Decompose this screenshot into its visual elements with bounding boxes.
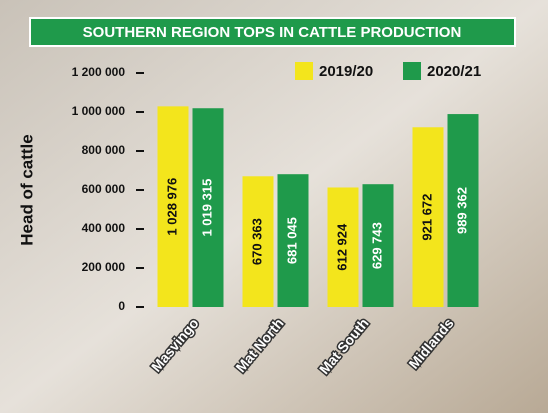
legend-swatch bbox=[295, 62, 313, 80]
value-label: 921 672 bbox=[419, 194, 434, 241]
bar bbox=[447, 114, 479, 308]
y-axis-label: Head of cattle bbox=[17, 134, 36, 245]
value-label: 1 019 315 bbox=[199, 179, 214, 237]
y-tick-label: 0 bbox=[118, 299, 125, 313]
y-tick-label: 1 000 000 bbox=[72, 104, 126, 118]
y-tick-label: 200 000 bbox=[82, 260, 126, 274]
chart-title: SOUTHERN REGION TOPS IN CATTLE PRODUCTIO… bbox=[83, 24, 462, 41]
bar bbox=[242, 176, 274, 307]
value-label: 612 924 bbox=[334, 223, 349, 271]
bar bbox=[157, 106, 189, 308]
legend-label: 2020/21 bbox=[427, 63, 481, 80]
bar bbox=[277, 174, 309, 307]
bar bbox=[192, 108, 224, 307]
y-tick-label: 1 200 000 bbox=[72, 65, 126, 79]
title-banner bbox=[29, 17, 516, 47]
bar bbox=[362, 184, 394, 307]
value-label: 1 028 976 bbox=[164, 178, 179, 236]
bar bbox=[412, 127, 444, 307]
value-label: 629 743 bbox=[369, 222, 384, 269]
y-tick-label: 800 000 bbox=[82, 143, 126, 157]
legend-label: 2019/20 bbox=[319, 63, 373, 80]
value-label: 989 362 bbox=[454, 187, 469, 234]
legend-swatch bbox=[403, 62, 421, 80]
y-tick-label: 600 000 bbox=[82, 182, 126, 196]
y-tick-label: 400 000 bbox=[82, 221, 126, 235]
value-label: 670 363 bbox=[249, 218, 264, 265]
bar bbox=[327, 187, 359, 307]
value-label: 681 045 bbox=[284, 217, 299, 264]
